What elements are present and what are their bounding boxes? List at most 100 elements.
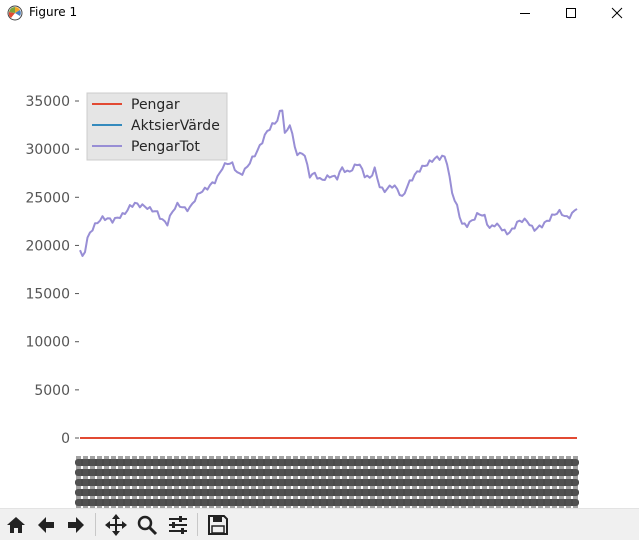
x-tick-label — [97, 456, 102, 508]
legend-label: Pengar — [131, 97, 180, 113]
x-tick-label — [538, 456, 543, 508]
navigation-toolbar — [0, 508, 639, 540]
back-button[interactable] — [33, 512, 59, 538]
x-tick-label — [90, 456, 95, 508]
x-tick-label — [454, 456, 459, 508]
back-arrow-icon — [38, 517, 54, 533]
x-tick-label — [552, 456, 557, 508]
x-tick-label — [384, 456, 389, 508]
x-tick-label — [489, 456, 494, 508]
x-tick-label — [251, 456, 256, 508]
legend-label: AktsierVärde — [131, 118, 220, 134]
x-tick-label — [503, 456, 508, 508]
y-tick-label: 30000 — [25, 142, 70, 158]
y-axis: 0 5000 10000 15000 20000 25000 30000 35000 — [25, 94, 79, 447]
x-tick-label — [293, 456, 298, 508]
x-tick-label — [398, 456, 403, 508]
y-tick-label: 10000 — [25, 335, 70, 351]
x-tick-label — [391, 456, 396, 508]
x-tick-label — [223, 456, 228, 508]
x-tick-label — [349, 456, 354, 508]
x-tick-label — [496, 456, 501, 508]
x-tick-label — [370, 456, 375, 508]
x-tick-label — [83, 456, 88, 508]
line-chart: 0 5000 10000 15000 20000 25000 30000 35000 Peng… — [25, 92, 579, 508]
y-tick-label: 15000 — [25, 287, 70, 303]
matplotlib-logo-icon — [7, 5, 23, 21]
pan-button[interactable] — [103, 512, 129, 538]
x-tick-label — [237, 456, 242, 508]
title-bar: Figure 1 — [0, 0, 639, 26]
save-icon — [208, 515, 228, 535]
zoom-button[interactable] — [134, 512, 160, 538]
figure-canvas[interactable]: 0 5000 10000 15000 20000 25000 30000 35000 Peng… — [0, 26, 639, 508]
x-tick-label — [461, 456, 466, 508]
x-tick-label — [174, 456, 179, 508]
pan-icon — [105, 514, 127, 536]
x-tick-label — [139, 456, 144, 508]
x-tick-label-row — [75, 499, 579, 506]
y-tick-label: 20000 — [25, 238, 70, 254]
x-tick-label — [216, 456, 221, 508]
x-tick-label-row — [75, 459, 579, 466]
x-tick-label — [209, 456, 214, 508]
x-tick-label — [111, 456, 116, 508]
x-tick-label — [405, 456, 410, 508]
x-tick-label — [300, 456, 305, 508]
x-tick-label — [188, 456, 193, 508]
toolbar-separator — [95, 513, 96, 536]
window-title: Figure 1 — [29, 5, 78, 19]
x-tick-label — [286, 456, 291, 508]
home-button[interactable] — [3, 512, 29, 538]
legend: Pengar AktsierVärde PengarTot — [86, 92, 228, 161]
x-tick-label — [230, 456, 235, 508]
x-tick-label — [566, 456, 571, 508]
x-tick-label — [167, 456, 172, 508]
x-tick-label — [573, 456, 578, 508]
y-tick-label: 25000 — [25, 190, 70, 206]
x-tick-label — [426, 456, 431, 508]
series-line-pengartot — [79, 109, 578, 257]
maximize-icon — [566, 8, 576, 18]
save-button[interactable] — [205, 512, 231, 538]
x-tick-label — [433, 456, 438, 508]
series-layer — [79, 109, 578, 439]
maximize-button[interactable] — [548, 0, 594, 26]
x-tick-label — [195, 456, 200, 508]
x-tick-label — [244, 456, 249, 508]
minimize-icon — [520, 13, 530, 14]
x-tick-label — [314, 456, 319, 508]
x-tick-label — [160, 456, 165, 508]
x-tick-label — [356, 456, 361, 508]
x-tick-label — [272, 456, 277, 508]
configure-subplots-button[interactable] — [165, 512, 191, 538]
x-tick-label-row — [75, 489, 579, 496]
legend-label: PengarTot — [131, 139, 200, 155]
forward-button[interactable] — [63, 512, 89, 538]
minimize-button[interactable] — [502, 0, 548, 26]
x-tick-label — [118, 456, 123, 508]
home-icon — [7, 517, 25, 533]
y-tick-label: 0 — [61, 431, 70, 447]
x-tick-label — [559, 456, 564, 508]
x-tick-label — [321, 456, 326, 508]
close-icon — [611, 7, 623, 19]
x-tick-label — [125, 456, 130, 508]
x-tick-label — [181, 456, 186, 508]
x-tick-label — [202, 456, 207, 508]
x-tick-label — [524, 456, 529, 508]
x-tick-label-row — [75, 469, 579, 476]
toolbar-separator — [197, 513, 198, 536]
x-tick-label — [335, 456, 340, 508]
x-tick-label — [482, 456, 487, 508]
x-tick-label — [517, 456, 522, 508]
forward-arrow-icon — [68, 517, 84, 533]
x-tick-label-row — [75, 479, 579, 486]
x-tick-label — [279, 456, 284, 508]
close-button[interactable] — [594, 0, 639, 26]
x-tick-label — [132, 456, 137, 508]
x-tick-label — [531, 456, 536, 508]
x-tick-label — [447, 456, 452, 508]
zoom-icon — [137, 515, 158, 536]
x-tick-label — [377, 456, 382, 508]
